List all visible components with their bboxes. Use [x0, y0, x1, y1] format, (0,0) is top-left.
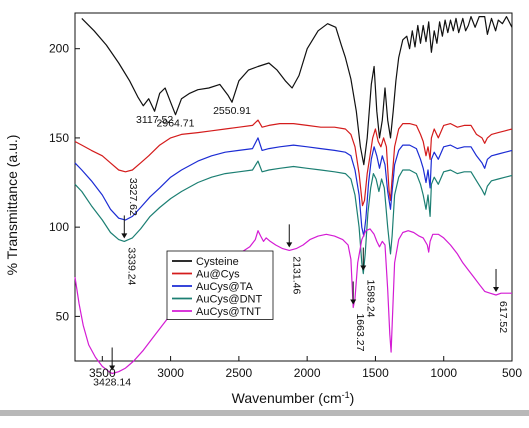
series-line-aucys-tnt	[74, 228, 512, 375]
y-tick-label: 50	[56, 309, 70, 323]
x-tick-label: 3500	[89, 366, 116, 380]
annotation-label: 3339.24	[125, 247, 137, 285]
annotation-arrowhead	[360, 265, 367, 271]
x-tick-label: 500	[502, 366, 522, 380]
annotation-arrowhead	[286, 242, 293, 248]
series-line-aucys-dnt	[74, 160, 513, 275]
x-tick-label: 2000	[294, 366, 321, 380]
x-axis-label-tail: )	[350, 390, 355, 406]
annotation-label: 2550.91	[213, 105, 251, 117]
annotation-label: 2964.71	[157, 118, 195, 130]
x-axis-label: Wavenumber (cm-1)	[232, 390, 355, 406]
annotation-label: 1589.24	[364, 280, 376, 318]
y-tick-label: 100	[49, 220, 69, 234]
series-line-au-cys	[74, 119, 513, 207]
x-tick-label: 3000	[157, 366, 184, 380]
legend-label: Au@Cys	[196, 269, 240, 281]
annotation-label: 1663.27	[354, 313, 366, 351]
annotation-arrowhead	[109, 365, 116, 371]
legend-label: Cysteine	[196, 256, 239, 268]
annotation-label: 2131.46	[290, 256, 302, 294]
series-line-aucys-ta	[74, 137, 513, 237]
series-line-cysteine	[81, 16, 513, 166]
y-tick-label: 200	[49, 42, 69, 56]
series-layer	[74, 16, 513, 375]
annotation-label: 3327.62	[127, 178, 139, 216]
annotation-label: 3117.52	[136, 114, 173, 126]
legend-label: AuCys@DNT	[196, 294, 262, 306]
plot-border	[74, 12, 513, 362]
y-axis-label: % Transmittance (a.u.)	[4, 135, 20, 276]
legend-label: AuCys@TNT	[196, 306, 261, 318]
annotation-label: 3428.14	[93, 376, 131, 388]
ticks-layer: 3500 3000 2500 2000 1500 1000 500 50 100 150 200	[49, 42, 522, 380]
x-axis-label-main: Wavenumber (cm	[232, 390, 342, 406]
annotation-label: 617.52	[497, 301, 509, 333]
annotation-arrowhead	[121, 233, 128, 239]
x-axis-label-sup: -1	[342, 390, 350, 400]
x-tick-label: 1500	[362, 366, 389, 380]
x-tick-label: 1000	[430, 366, 457, 380]
x-tick-label: 2500	[226, 366, 253, 380]
plot-frame	[74, 12, 513, 362]
bottom-strip	[0, 410, 529, 416]
y-tick-label: 150	[49, 131, 69, 145]
legend-label: AuCys@TA	[196, 281, 253, 293]
annotation-arrowhead	[493, 286, 500, 292]
annotation-arrowhead	[350, 299, 357, 305]
